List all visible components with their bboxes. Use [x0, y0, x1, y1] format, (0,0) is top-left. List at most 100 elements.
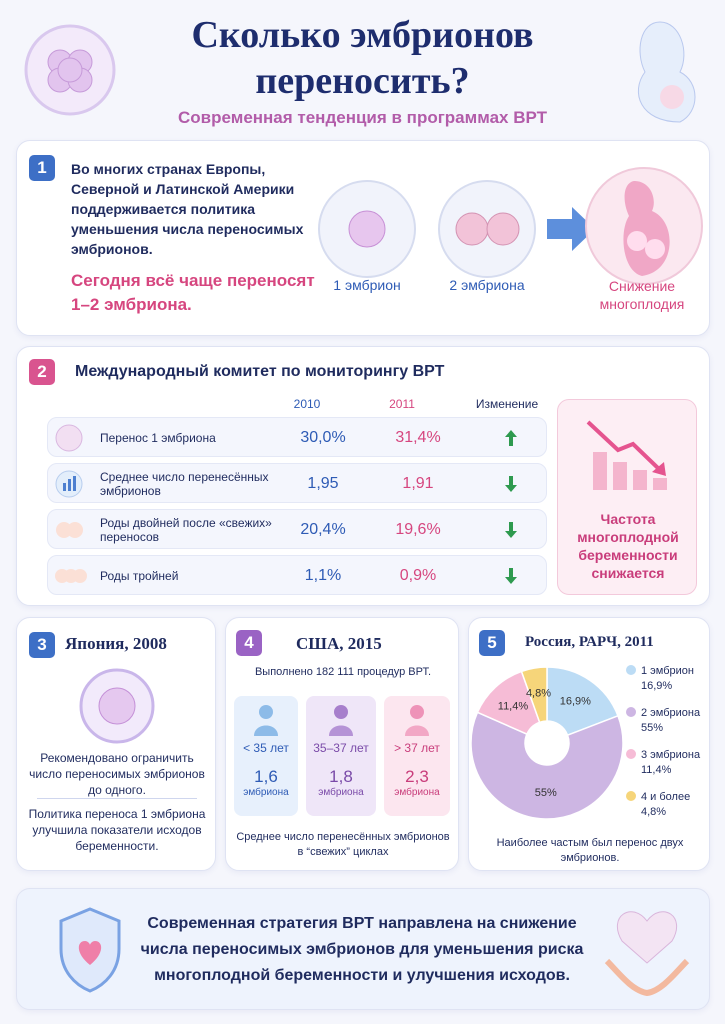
legend-swatch — [626, 665, 636, 675]
row-icon — [56, 522, 83, 538]
legend-swatch — [626, 749, 636, 759]
donut-chart: 16,9% 1 эмбрион 16,9% 55% 2 эмбриона 55% 11,4%… — [470, 665, 701, 820]
table-row: Роды двойней после «свежих» переносов 20,… — [47, 509, 547, 549]
legend-value: 4,8% — [641, 806, 666, 818]
column-header: 2010 — [293, 397, 321, 411]
title-line: переносить? — [255, 60, 470, 102]
legend-value: 16,9% — [641, 680, 672, 692]
legend-swatch — [626, 707, 636, 717]
down-arrow — [505, 476, 517, 492]
person-icon — [329, 705, 353, 736]
highlight: Сегодня всё чаще переносят 1–2 эмбриона. — [71, 271, 315, 314]
legend-value: 11,4% — [641, 764, 672, 776]
embryo-diagram — [318, 167, 703, 285]
badge: 5 — [479, 630, 505, 656]
badge: 4 — [236, 630, 262, 656]
section-3: 3 Япония, 2008 Рекомендовано ограничить … — [16, 617, 216, 871]
row-icon — [55, 569, 87, 583]
section-title: США, 2015 — [296, 634, 382, 653]
footer-text: Современная стратегия ВРТ направлена на … — [140, 915, 584, 984]
value: 2,3 — [405, 767, 429, 786]
chart-title: Россия, РАРЧ, 2011 — [525, 634, 654, 650]
section-5: 5 Россия, РАРЧ, 2011 16,9% 1 эмбрион 16,9%… — [468, 617, 710, 871]
section-title: Япония, 2008 — [65, 634, 167, 653]
section-1: 1 Во многих странах Европы, Северной и Л… — [16, 140, 710, 336]
cell: 19,6% — [395, 521, 441, 538]
note-text: Частота многоплодной беременности снижае… — [577, 511, 679, 581]
row-label: Перенос 1 эмбриона — [100, 431, 216, 445]
section-4: 4 США, 2015 Выполнено 182 111 процедур В… — [225, 617, 459, 871]
decline-icon — [586, 420, 667, 490]
row-icon — [55, 424, 83, 452]
subtitle: Современная тенденция в программах ВРТ — [178, 108, 547, 127]
text: Политика переноса 1 эмбриона улучшила по… — [28, 807, 206, 853]
up-arrow — [505, 430, 517, 446]
value: 1,8 — [329, 767, 353, 786]
hands-icon — [604, 911, 690, 997]
slice-label: 16,9% — [560, 696, 591, 708]
age: 35–37 лет — [313, 741, 369, 755]
badge: 2 — [29, 359, 55, 385]
legend-label: 3 эмбриона — [641, 749, 701, 761]
column-header: 2011 — [389, 397, 415, 411]
group-card: 35–37 лет 1,8 эмбриона — [306, 696, 376, 816]
label: Снижение многоплодия — [599, 278, 685, 312]
slice-label: 11,4% — [498, 700, 529, 712]
cell: 1,95 — [307, 475, 339, 492]
table-row: Среднее число перенесённых эмбрионов 1,95… — [47, 463, 547, 503]
unit: эмбриона — [243, 787, 289, 798]
label: 2 эмбриона — [449, 277, 525, 293]
age: > 37 лет — [394, 741, 440, 755]
divider — [37, 798, 197, 799]
badge: 1 — [29, 155, 55, 181]
table-row: Перенос 1 эмбриона 30,0% 31,4% — [47, 417, 547, 457]
group-card: < 35 лет 1,6 эмбриона — [234, 696, 298, 816]
value: 1,6 — [254, 767, 278, 786]
row-label: Роды тройней — [100, 569, 179, 583]
person-icon — [254, 705, 278, 736]
embryo-icon — [24, 24, 116, 116]
row-icon — [55, 470, 83, 498]
legend-swatch — [626, 791, 636, 801]
unit: эмбриона — [394, 787, 440, 798]
donut-slice — [546, 666, 619, 737]
legend-value: 55% — [641, 722, 663, 734]
chart-footer: Наиболее частым был перенос двух эмбрион… — [496, 837, 684, 864]
row-label: Среднее число перенесённых эмбрионов — [100, 470, 269, 498]
down-arrow — [505, 568, 517, 584]
side-note: Частота многоплодной беременности снижае… — [557, 399, 697, 595]
cell-icon — [79, 668, 155, 744]
age: < 35 лет — [243, 741, 289, 755]
slice-label: 4,8% — [526, 688, 551, 700]
table-row: Роды тройней 1,1% 0,9% — [47, 555, 547, 595]
intro: Выполнено 182 111 процедур ВРТ. — [254, 666, 432, 678]
row-label: Роды двойней после «свежих» переносов — [100, 516, 272, 544]
legend-label: 4 и более — [641, 791, 690, 803]
cell: 1,1% — [304, 567, 342, 584]
section-title: Международный комитет по мониторингу ВРТ — [75, 363, 445, 380]
down-arrow — [505, 522, 517, 538]
column-header: Изменение — [475, 397, 539, 411]
legend-label: 2 эмбриона — [641, 707, 701, 719]
cell: 0,9% — [399, 567, 437, 584]
donut-slice — [470, 711, 624, 820]
person-icon — [405, 705, 429, 736]
cell: 31,4% — [395, 429, 441, 446]
legend-label: 1 эмбрион — [641, 665, 694, 677]
mother-icon — [637, 21, 696, 123]
label: 1 эмбрион — [333, 277, 401, 293]
cell: 30,0% — [300, 429, 346, 446]
footer-card: Современная стратегия ВРТ направлена на … — [16, 888, 710, 1010]
unit: эмбриона — [318, 787, 364, 798]
group-card: > 37 лет 2,3 эмбриона — [384, 696, 450, 816]
title: Сколько эмбрионов переносить? — [110, 12, 615, 104]
badge: 3 — [29, 632, 55, 658]
intro-text: Во многих странах Европы, Северной и Лат… — [71, 161, 304, 257]
title-line: Сколько эмбрионов — [191, 14, 534, 56]
shield-icon — [59, 907, 121, 993]
section-2: 2 Международный комитет по мониторингу В… — [16, 346, 710, 606]
footer-text: Среднее число перенесённых эмбрионов в “… — [236, 831, 450, 858]
slice-label: 55% — [535, 787, 557, 799]
text: Рекомендовано ограничить число переносим… — [29, 751, 205, 797]
